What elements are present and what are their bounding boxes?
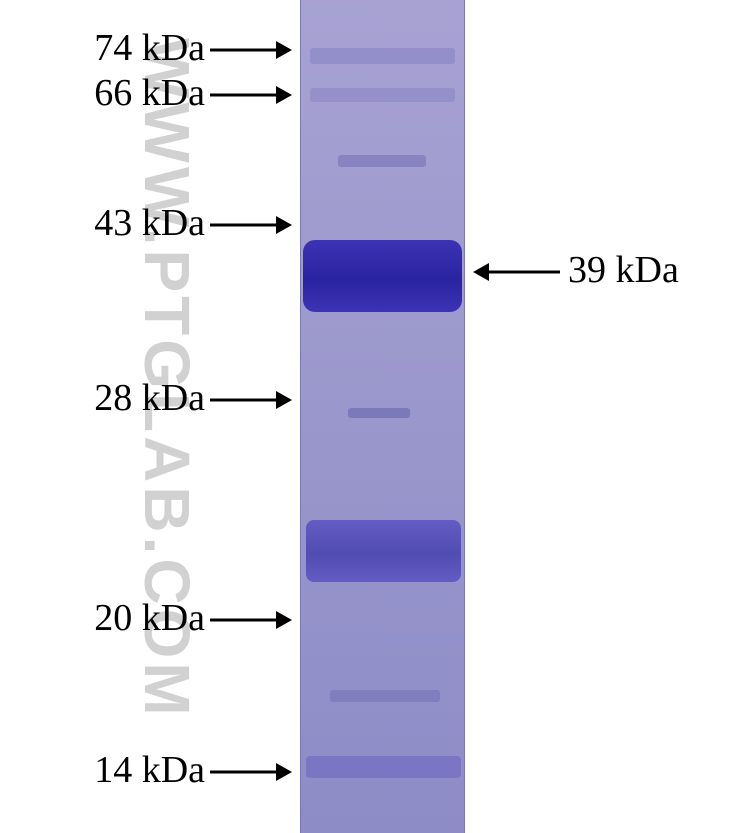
- gel-band: [303, 240, 462, 312]
- target-label: 39 kDa: [568, 248, 679, 292]
- gel-band: [306, 520, 461, 582]
- marker-label: 43 kDa: [94, 201, 205, 245]
- gel-band: [348, 408, 410, 418]
- marker-label: 28 kDa: [94, 376, 205, 420]
- gel-band: [310, 48, 455, 64]
- marker-label: 74 kDa: [94, 26, 205, 70]
- marker-label: 20 kDa: [94, 596, 205, 640]
- gel-figure: WWW.PTGLAB.COM 74 kDa66 kDa43 kDa28 kDa2…: [0, 0, 740, 833]
- marker-label: 66 kDa: [94, 71, 205, 115]
- marker-label: 14 kDa: [94, 748, 205, 792]
- gel-band: [338, 155, 426, 167]
- gel-band: [310, 88, 455, 102]
- gel-band: [306, 756, 461, 778]
- gel-band: [330, 690, 440, 702]
